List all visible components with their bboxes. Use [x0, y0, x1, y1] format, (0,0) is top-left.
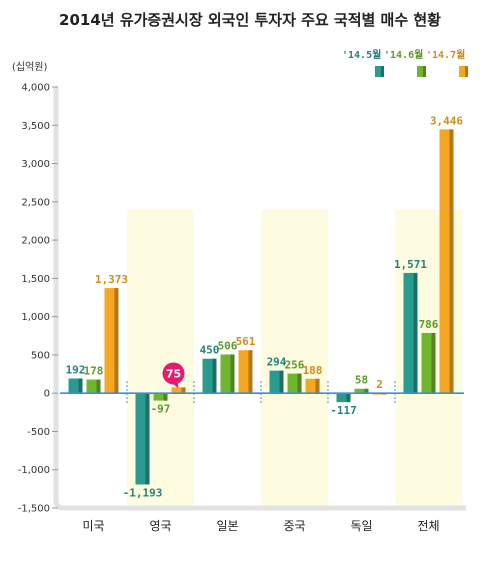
value-label: 506	[218, 339, 238, 352]
bar-side	[248, 350, 253, 394]
value-label: 1,571	[394, 258, 427, 271]
bar	[153, 393, 168, 401]
bar-side	[413, 272, 418, 394]
category-label: 일본	[216, 519, 238, 533]
y-tick-label: -1,500	[18, 504, 50, 515]
y-tick-label: 4,000	[21, 83, 50, 94]
category-label: 영국	[149, 519, 171, 533]
bar-side	[163, 393, 168, 401]
bar-side	[431, 333, 436, 394]
bar-side	[114, 288, 119, 394]
bar-side	[346, 393, 351, 403]
y-axis-unit: (십억원)	[12, 61, 48, 73]
legend-label: '14.5월	[342, 49, 381, 61]
legend: '14.5월 '14.6월 '14.7월	[342, 49, 468, 77]
y-tick-label: 0	[44, 389, 50, 400]
legend-swatch-side	[465, 66, 468, 77]
bar-side	[96, 379, 101, 394]
legend-swatch	[375, 66, 384, 77]
category-labels: 미국 영국 일본 중국 독일 전체	[82, 519, 439, 533]
bar-side	[279, 370, 284, 394]
value-label: -1,193	[123, 487, 163, 500]
value-label: -97	[151, 403, 171, 416]
bar	[336, 393, 351, 403]
y-tick-label: -500	[27, 427, 50, 438]
bar-side	[181, 387, 186, 394]
value-label: 192	[66, 363, 86, 376]
axis-frame-line	[53, 87, 466, 511]
y-axis-ticks: 4,000 3,500 3,000 2,500 2,000 1,500 1,000 500 0 -…	[18, 83, 58, 515]
value-label: 58	[355, 374, 368, 387]
bar-side	[145, 393, 150, 485]
highlight-pointer	[171, 380, 179, 389]
highlight-bubble	[162, 362, 185, 385]
value-label: 786	[419, 318, 439, 331]
y-tick-label: 500	[31, 350, 50, 361]
bar-side	[78, 378, 83, 394]
category-label: 중국	[283, 519, 305, 533]
legend-label: '14.6월	[384, 49, 423, 61]
y-tick-label: -1,000	[18, 465, 50, 476]
value-label: 561	[236, 335, 256, 348]
value-label: 3,446	[430, 114, 463, 127]
category-label: 미국	[82, 519, 104, 533]
value-label: 1,373	[95, 273, 128, 286]
legend-swatch-side	[423, 66, 426, 77]
bar-side	[297, 373, 302, 394]
value-label: 178	[84, 365, 104, 378]
category-band	[261, 210, 328, 508]
value-label: -117	[330, 404, 357, 417]
legend-swatch-side	[381, 66, 384, 77]
value-label: 188	[303, 364, 323, 377]
bar-side	[364, 388, 369, 394]
bar	[171, 387, 186, 394]
bar-side	[230, 354, 235, 394]
chart-title: 2014년 유가증권시장 외국인 투자자 주요 국적별 매수 현황	[59, 11, 441, 29]
y-tick-label: 1,500	[21, 274, 50, 285]
value-label: 2	[376, 378, 383, 391]
value-label: 75	[166, 367, 181, 380]
legend-swatch	[417, 66, 426, 77]
y-tick-label: 2,500	[21, 197, 50, 208]
bar-side	[449, 129, 454, 394]
value-label: 294	[267, 356, 287, 369]
category-label: 전체	[417, 519, 439, 533]
y-tick-label: 3,500	[21, 121, 50, 132]
y-tick-label: 1,000	[21, 312, 50, 323]
y-tick-label: 3,000	[21, 159, 50, 170]
value-label: 256	[285, 359, 305, 372]
y-tick-label: 2,000	[21, 236, 50, 247]
legend-label: '14.7월	[426, 49, 465, 61]
bar	[354, 388, 369, 394]
bars	[60, 129, 464, 485]
bar-side	[212, 358, 217, 394]
legend-swatch	[459, 66, 468, 77]
category-label: 독일	[350, 519, 372, 533]
value-label: 450	[200, 344, 220, 357]
bar-side	[315, 378, 320, 394]
